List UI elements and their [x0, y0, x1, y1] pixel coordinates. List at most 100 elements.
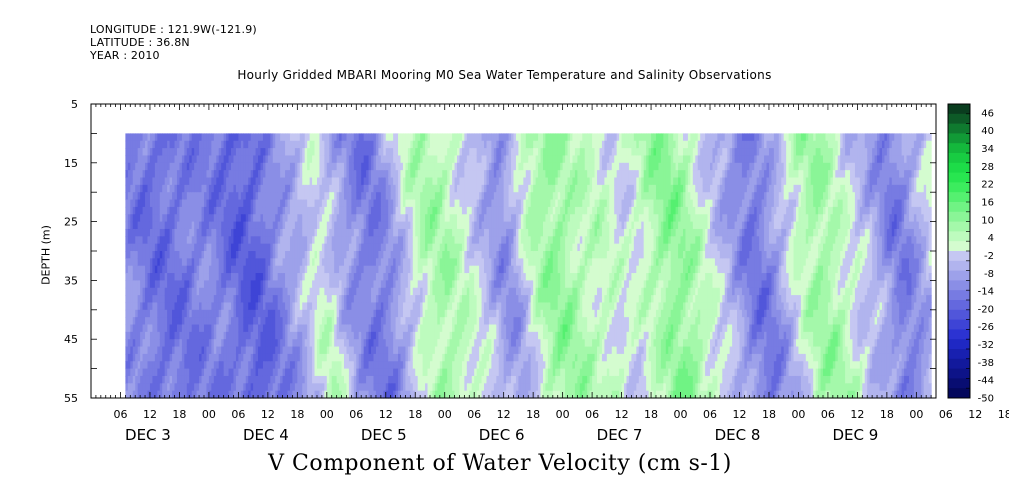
heatmap-cell	[255, 353, 259, 362]
heatmap-cell	[223, 258, 227, 267]
heatmap-cell	[429, 228, 434, 237]
heatmap-cell	[324, 317, 328, 326]
heatmap-cell	[258, 287, 262, 296]
heatmap-cell	[172, 383, 176, 392]
heatmap-cell	[368, 251, 372, 259]
heatmap-cell	[336, 221, 340, 230]
heatmap-cell	[312, 251, 316, 259]
heatmap-cell	[164, 317, 168, 326]
heatmap-cell	[149, 140, 154, 149]
heatmap-cell	[346, 162, 350, 171]
heatmap-cell	[461, 206, 465, 215]
heatmap-cell	[218, 339, 222, 348]
heatmap-cell	[307, 353, 311, 362]
heatmap-cell	[324, 206, 328, 215]
heatmap-cell	[149, 302, 154, 311]
heatmap-cell	[159, 243, 163, 252]
heatmap-cell	[289, 155, 294, 164]
heatmap-cell	[145, 251, 149, 259]
heatmap-cell	[417, 192, 421, 201]
heatmap-cell	[280, 133, 284, 142]
heatmap-cell	[211, 287, 215, 296]
heatmap-cell	[439, 383, 443, 392]
heatmap-cell	[135, 383, 139, 392]
heatmap-cell	[329, 375, 333, 384]
heatmap-cell	[194, 177, 198, 186]
heatmap-cell	[361, 170, 365, 179]
heatmap-cell	[302, 361, 306, 370]
heatmap-cell	[137, 346, 141, 355]
heatmap-cell	[223, 273, 227, 281]
heatmap-cell	[373, 302, 377, 311]
heatmap-cell	[439, 140, 443, 149]
heatmap-cell	[324, 221, 328, 230]
heatmap-cell	[452, 383, 456, 392]
heatmap-cell	[157, 251, 161, 259]
heatmap-cell	[363, 302, 367, 311]
heatmap-cell	[186, 192, 190, 201]
heatmap-cell	[437, 368, 441, 377]
heatmap-cell	[142, 155, 146, 164]
heatmap-cell	[280, 353, 284, 362]
heatmap-cell	[245, 287, 249, 296]
heatmap-cell	[282, 243, 286, 252]
heatmap-cell	[312, 170, 316, 179]
heatmap-cell	[351, 228, 355, 237]
heatmap-cell	[184, 346, 188, 355]
heatmap-cell	[371, 206, 375, 215]
heatmap-cell	[375, 375, 379, 384]
heatmap-cell	[277, 133, 281, 142]
heatmap-cell	[344, 353, 348, 362]
heatmap-cell	[228, 361, 232, 370]
heatmap-cell	[240, 133, 244, 142]
heatmap-cell	[309, 368, 313, 377]
heatmap-cell	[206, 184, 210, 193]
heatmap-cell	[270, 199, 274, 208]
heatmap-cell	[319, 251, 323, 259]
heatmap-cell	[461, 162, 465, 171]
heatmap-cell	[294, 331, 298, 340]
heatmap-cell	[356, 214, 360, 223]
heatmap-cell	[240, 199, 244, 208]
heatmap-cell	[358, 353, 362, 362]
heatmap-cell	[368, 206, 372, 215]
heatmap-cell	[154, 331, 158, 340]
heatmap-cell	[267, 302, 271, 311]
heatmap-cell	[250, 331, 254, 340]
heatmap-cell	[169, 177, 173, 186]
heatmap-cell	[130, 214, 134, 223]
heatmap-cell	[145, 324, 149, 333]
heatmap-cell	[164, 206, 168, 215]
heatmap-cell	[383, 383, 387, 392]
heatmap-cell	[324, 331, 328, 340]
heatmap-cell	[277, 331, 281, 340]
heatmap-cell	[250, 295, 254, 304]
heatmap-cell	[277, 221, 281, 230]
heatmap-cell	[415, 383, 419, 392]
heatmap-cell	[169, 375, 173, 384]
heatmap-cell	[201, 302, 205, 311]
heatmap-cell	[179, 317, 183, 326]
heatmap-cell	[353, 390, 357, 399]
heatmap-cell	[402, 353, 407, 362]
heatmap-cell	[402, 214, 407, 223]
heatmap-cell	[429, 265, 434, 274]
heatmap-cell	[437, 184, 441, 193]
heatmap-cell	[375, 353, 379, 362]
heatmap-cell	[277, 361, 281, 370]
heatmap-cell	[361, 155, 365, 164]
heatmap-cell	[245, 140, 249, 149]
heatmap-cell	[191, 273, 195, 281]
heatmap-cell	[457, 390, 461, 399]
heatmap-cell	[344, 317, 348, 326]
heatmap-cell	[415, 177, 419, 186]
heatmap-cell	[417, 162, 421, 171]
heatmap-cell	[191, 221, 195, 230]
heatmap-cell	[270, 346, 274, 355]
heatmap-cell	[407, 221, 411, 230]
heatmap-cell	[240, 361, 244, 370]
heatmap-cell	[385, 199, 389, 208]
heatmap-cell	[422, 236, 426, 245]
heatmap-cell	[447, 324, 451, 333]
heatmap-cell	[334, 309, 338, 318]
